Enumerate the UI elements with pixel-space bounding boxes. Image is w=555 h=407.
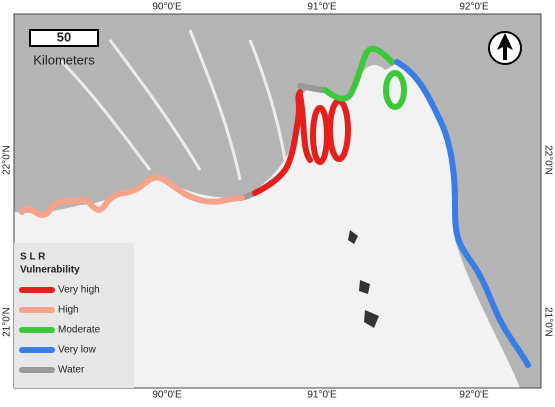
- legend: S L R Vulnerability Very high High Moderat…: [14, 243, 134, 388]
- coast-very-high: [310, 105, 330, 165]
- coast-moderate: [322, 45, 395, 102]
- legend-box: [14, 243, 134, 388]
- land: [14, 14, 541, 388]
- islands: [348, 230, 379, 328]
- lon-label: 90°0'E: [152, 2, 182, 13]
- lon-label: 91°0'E: [307, 390, 337, 401]
- lat-label: 21°0'N: [542, 307, 553, 337]
- legend-title: S L R: [20, 252, 46, 263]
- lat-label: 22°0'N: [542, 145, 553, 175]
- coast-very-high: [252, 89, 313, 196]
- lat-label: 21°0'N: [2, 307, 13, 337]
- legend-label: Moderate: [58, 325, 101, 336]
- legend-label: Water: [58, 365, 85, 376]
- scale-value: 50: [57, 29, 71, 44]
- legend-label: Very high: [58, 285, 100, 296]
- lat-label: 22°0'N: [2, 145, 13, 175]
- scale-bar: [29, 29, 99, 47]
- lon-label: 90°0'E: [152, 390, 182, 401]
- lon-label: 92°0'E: [459, 390, 489, 401]
- coast-very-low: [394, 59, 531, 368]
- lon-label: 92°0'E: [459, 2, 489, 13]
- rivers: [58, 29, 287, 181]
- legend-label: Very low: [58, 345, 97, 356]
- scale-unit: Kilometers: [33, 52, 95, 67]
- coast-high: [19, 174, 245, 218]
- map-frame: [13, 13, 542, 389]
- legend-title: Vulnerability: [20, 265, 80, 276]
- north-arrow: [488, 31, 522, 65]
- legend-label: High: [58, 305, 79, 316]
- coast-moderate: [383, 70, 407, 110]
- lon-label: 91°0'E: [307, 2, 337, 13]
